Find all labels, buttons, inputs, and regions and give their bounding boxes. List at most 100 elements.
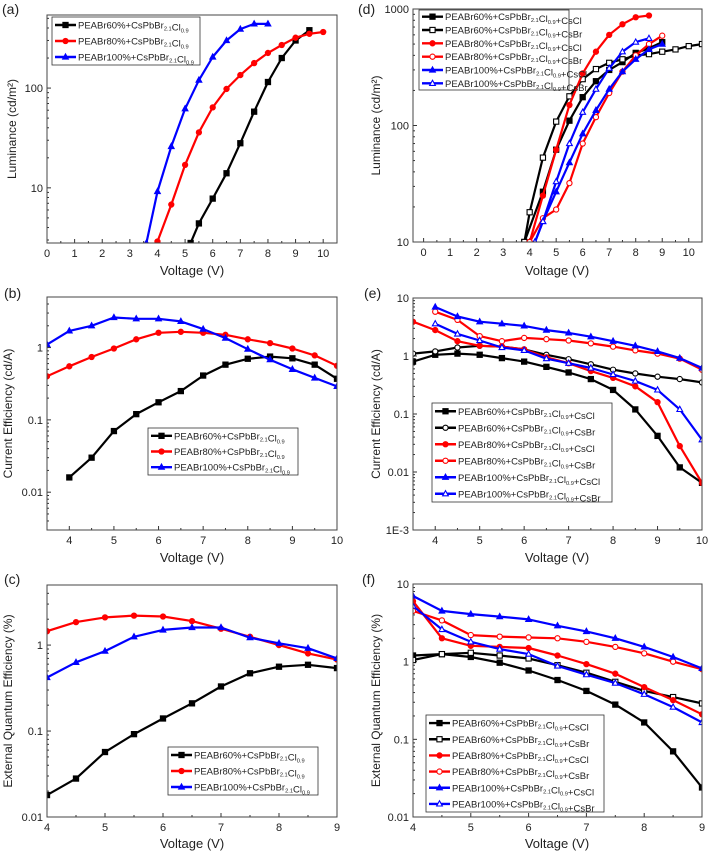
subscript: 2.1 — [538, 741, 546, 747]
x-tick-label: 8 — [245, 535, 251, 547]
marker-circle — [669, 696, 677, 704]
label-text: PEABr80%+CsPbBr — [174, 447, 260, 458]
marker-triangle — [453, 329, 462, 337]
label-text: PEABr80%+CsPbBr — [458, 456, 544, 467]
marker-circle — [289, 345, 296, 352]
subscript: 2.1 — [544, 462, 552, 468]
marker-triangle — [618, 47, 627, 55]
label-text: Cl — [293, 785, 302, 796]
legend: PEABr60%+CsPbBr2.1Cl0.9PEABr80%+CsPbBr2.… — [51, 16, 201, 67]
marker-circle — [278, 41, 285, 49]
label-text: PEABr80%+CsPbBr — [452, 751, 538, 762]
marker-circle — [436, 768, 443, 775]
subscript: 2.1 — [544, 446, 552, 452]
marker-square — [278, 54, 285, 62]
marker-square — [442, 408, 449, 415]
marker-triangle — [167, 142, 176, 150]
series-line — [533, 37, 650, 242]
marker-square — [579, 94, 586, 101]
chart-panel-a: (a) 0 1 2 3 4 5 6 7 8 9 10 10 100 Voltage (V) Luminance… — [2, 1, 338, 278]
marker-circle — [223, 85, 230, 93]
legend-item: PEABr80%+CsPbBr2.1Cl0.9 — [171, 767, 305, 781]
marker-circle — [158, 448, 165, 455]
legend-label: PEABr80%+CsPbBr2.1Cl0.9+CsCl — [452, 751, 589, 766]
marker-triangle — [498, 319, 506, 327]
series-group — [521, 12, 702, 242]
marker-triangle — [520, 321, 528, 329]
marker-circle — [641, 650, 648, 657]
label-text: PEABr60%+CsPbBr — [445, 26, 531, 37]
marker-square — [223, 170, 230, 177]
x-tick-label: 9 — [293, 248, 299, 260]
subscript: 2.1 — [260, 453, 268, 459]
marker-circle — [101, 614, 109, 621]
subscript: 2.1 — [280, 773, 288, 779]
marker-triangle — [431, 302, 440, 310]
plot-frame — [46, 584, 338, 818]
subscript: 2.1 — [543, 805, 551, 811]
marker-triangle — [435, 799, 444, 807]
marker-circle — [554, 652, 561, 659]
marker-triangle — [246, 633, 254, 641]
marker-triangle — [578, 129, 587, 137]
marker-square — [413, 652, 417, 659]
marker-circle — [645, 12, 653, 19]
marker-square — [698, 784, 702, 791]
marker-triangle — [592, 106, 600, 113]
legend-item: PEABr80%+CsPbBr2.1Cl0.9+CsCl — [435, 440, 595, 455]
marker-circle — [413, 607, 417, 615]
marker-square — [429, 13, 436, 20]
x-tick-label: 7 — [200, 535, 206, 547]
marker-triangle — [181, 104, 189, 112]
legend-item: PEABr100%+CsPbBr2.1Cl0.9+CsCl — [435, 473, 600, 488]
marker-triangle — [195, 75, 203, 83]
legend: PEABr60%+CsPbBr2.1Cl0.9+CsClPEABr60%+CsP… — [418, 9, 588, 94]
marker-triangle — [587, 363, 595, 371]
marker-triangle — [495, 612, 504, 620]
label-text: PEABr100%+CsPbBr — [194, 783, 285, 794]
legend-item: PEABr60%+CsPbBr2.1Cl0.9+CsCl — [422, 12, 582, 27]
y-tick-label: 100 — [391, 121, 409, 133]
marker-triangle — [675, 353, 684, 361]
legend-label: PEABr100%+CsPbBr2.1Cl0.9+CsBr — [452, 799, 595, 814]
label-text: +CsCl — [569, 444, 595, 455]
legend-label: PEABr60%+CsPbBr2.1Cl0.9 — [78, 21, 189, 35]
marker-square — [632, 406, 639, 413]
label-text: Cl — [539, 54, 548, 65]
legend-item: PEABr60%+CsPbBr2.1Cl0.9+CsBr — [422, 26, 582, 41]
x-tick-label: 5 — [111, 535, 117, 547]
subscript: 2.1 — [544, 413, 552, 419]
label-text: Cl — [557, 475, 566, 486]
x-tick-label: 10 — [317, 248, 329, 260]
marker-triangle — [428, 65, 437, 73]
marker-triangle — [640, 642, 648, 650]
y-axis-title: Current Efficiency (cd/A) — [1, 349, 15, 479]
panel-label: (e) — [364, 285, 381, 301]
label-text: PEABr60%+CsPbBr — [445, 12, 531, 23]
marker-triangle — [275, 638, 283, 646]
marker-square — [553, 118, 560, 125]
marker-circle — [587, 340, 594, 347]
chart-panel-b: (b) 4 5 6 7 8 9 10 0.01 0.1 1 Voltage (V) Current Ef… — [1, 285, 343, 565]
marker-triangle — [498, 343, 506, 351]
marker-triangle — [524, 615, 533, 623]
marker-triangle — [532, 237, 538, 242]
marker-circle — [654, 399, 661, 406]
marker-circle — [188, 617, 196, 625]
legend-item: PEABr60%+CsPbBr2.1Cl0.9+CsCl — [435, 407, 595, 422]
marker-triangle — [221, 333, 230, 341]
legend-item: PEABr100%+CsPbBr2.1Cl0.9 — [55, 53, 194, 67]
marker-circle — [178, 767, 185, 775]
plot-frame — [412, 8, 703, 243]
panel-label: (c) — [4, 571, 20, 587]
marker-triangle — [552, 177, 560, 185]
marker-circle — [525, 644, 532, 652]
series-line — [47, 330, 337, 378]
y-tick-label: 100 — [25, 83, 43, 95]
x-tick-label: 0 — [44, 248, 50, 260]
plot-frame — [412, 583, 703, 818]
label-text: Cl — [546, 737, 555, 748]
marker-circle — [195, 129, 203, 136]
x-tick-label: 9 — [654, 535, 660, 547]
x-tick-label: 7 — [237, 248, 243, 260]
